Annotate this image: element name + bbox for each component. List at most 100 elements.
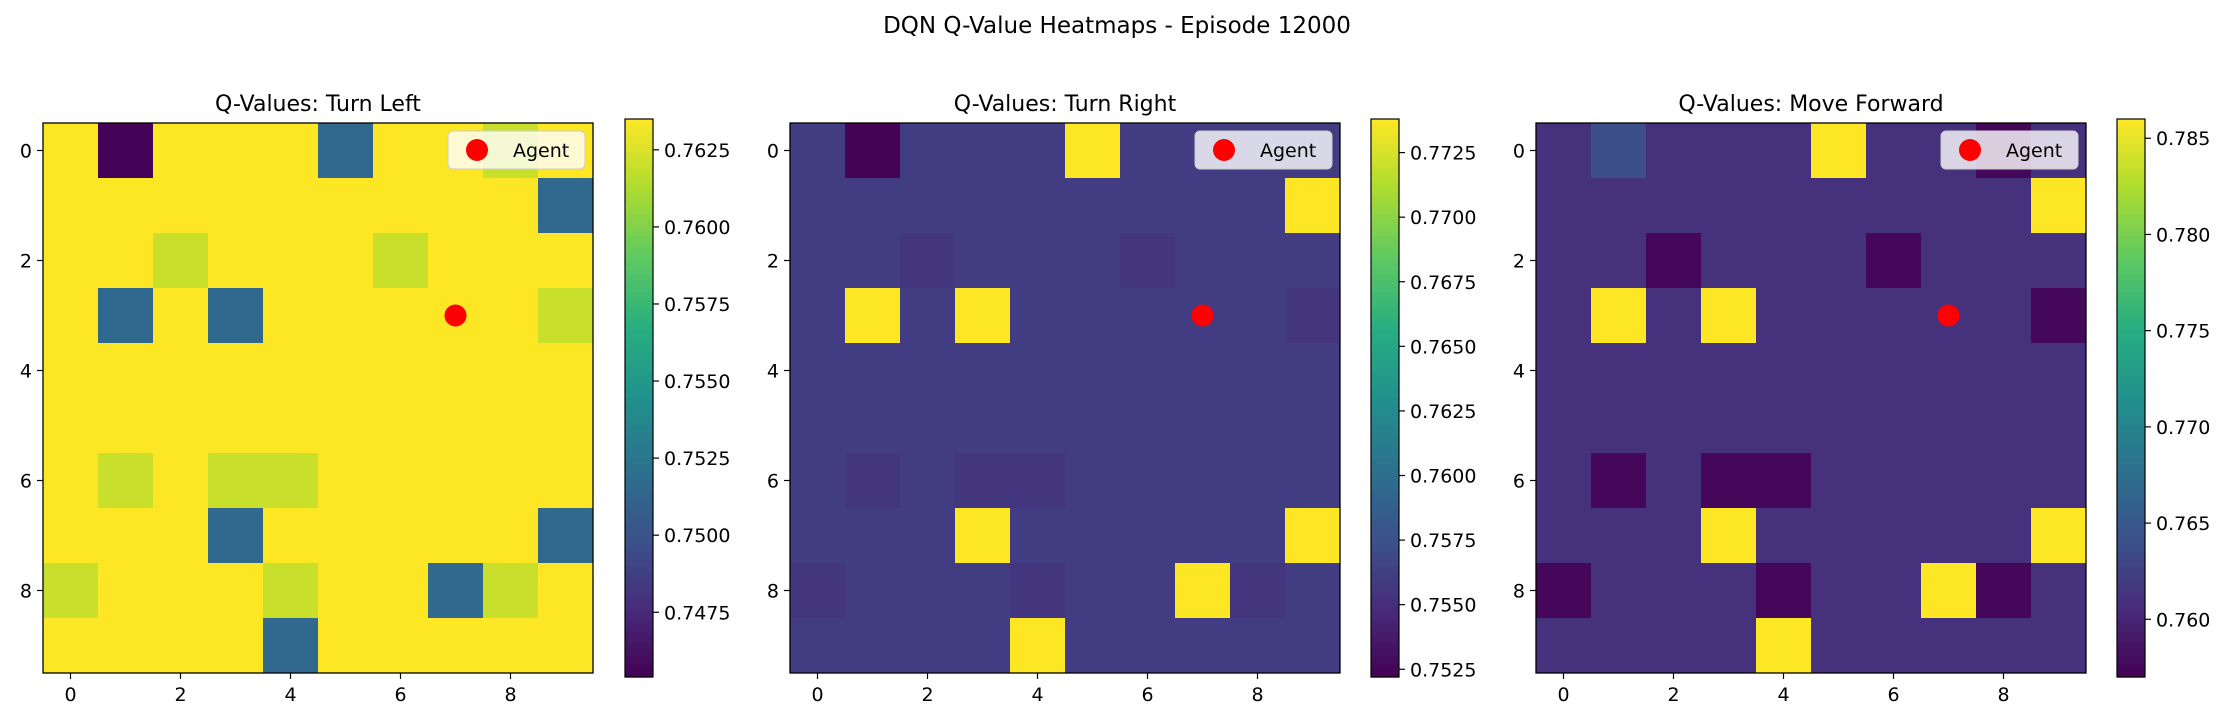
heatmap-cell <box>1285 453 1341 509</box>
heatmap-cell <box>1591 343 1647 399</box>
colorbar-segment <box>1371 280 1399 287</box>
heatmap-cell <box>1120 123 1176 179</box>
colorbar-segment <box>625 124 653 131</box>
colorbar-segment <box>625 213 653 221</box>
heatmap-cell <box>1010 123 1066 179</box>
heatmap-cell <box>263 123 319 179</box>
heatmap-cell <box>1646 123 1702 179</box>
heatmap-cell <box>845 508 901 564</box>
colorbar-segment <box>625 665 653 673</box>
colorbar-tick-label: 0.785 <box>2156 128 2210 150</box>
colorbar-segment <box>2117 197 2145 204</box>
heatmap-cell <box>845 618 901 674</box>
heatmap-cell <box>790 343 846 399</box>
colorbar-segment <box>625 526 653 533</box>
heatmap-cell <box>845 398 901 454</box>
colorbar-segment <box>625 141 653 148</box>
colorbar-segment <box>625 637 653 645</box>
colorbar-segment <box>2117 174 2145 181</box>
heatmap-cell <box>318 343 374 399</box>
colorbar-segment <box>1371 169 1399 176</box>
colorbar-tick-label: 0.780 <box>2156 224 2210 246</box>
colorbar-segment <box>1371 358 1399 366</box>
colorbar-tick-label: 0.7525 <box>664 448 730 470</box>
heatmap-cell <box>98 618 154 674</box>
heatmap-cell <box>208 233 264 289</box>
heatmap-cell <box>43 453 99 509</box>
colorbar-segment <box>1371 570 1399 578</box>
heatmap-cell <box>43 343 99 399</box>
heatmap-cell <box>1065 508 1121 564</box>
colorbar-segment <box>1371 230 1399 237</box>
colorbar-segment <box>625 331 653 338</box>
heatmap-cell <box>1120 233 1176 289</box>
colorbar-segment <box>625 615 653 622</box>
agent-marker <box>1937 304 1960 327</box>
colorbar-segment <box>1371 565 1399 572</box>
colorbar-segment <box>2117 537 2145 544</box>
colorbar-segment <box>1371 325 1399 332</box>
colorbar-tick-label: 0.7625 <box>664 140 730 162</box>
heatmap-cell <box>2031 343 2087 399</box>
colorbar-segment <box>625 275 653 282</box>
colorbar-segment <box>2117 219 2145 226</box>
colorbar-segment <box>2117 543 2145 550</box>
colorbar-segment <box>2117 453 2145 460</box>
x-tick-label: 6 <box>1887 684 1899 706</box>
colorbar-segment <box>2117 515 2145 522</box>
heatmap-cell <box>1230 618 1286 674</box>
heatmap-cell <box>1756 123 1812 179</box>
colorbar-segment <box>625 258 653 265</box>
colorbar-segment <box>625 364 653 371</box>
heatmap-cell <box>318 288 374 344</box>
heatmap-cell <box>153 398 209 454</box>
heatmap-cell <box>373 178 429 234</box>
axes-frame <box>789 122 1341 674</box>
colorbar-segment <box>1371 509 1399 516</box>
colorbar-segment <box>2117 336 2145 343</box>
colorbar-segment <box>2117 241 2145 248</box>
x-tick-label: 0 <box>811 684 823 706</box>
colorbar-segment <box>1371 364 1399 371</box>
colorbar-segment <box>2117 342 2145 349</box>
heatmap-cell <box>1010 343 1066 399</box>
heatmap-cell <box>1866 233 1922 289</box>
colorbar-segment <box>1371 476 1399 483</box>
heatmap-cell <box>208 563 264 619</box>
colorbar-segment <box>2117 576 2145 583</box>
colorbar-tick-label: 0.7475 <box>664 602 730 624</box>
heatmap-cell <box>1646 398 1702 454</box>
heatmap-cell <box>98 233 154 289</box>
colorbar-tick-label: 0.7525 <box>1410 659 1476 681</box>
heatmap-cell <box>208 123 264 179</box>
colorbar-segment <box>1371 587 1399 594</box>
colorbar-segment <box>625 470 653 477</box>
heatmap-cell <box>790 398 846 454</box>
heatmap-cell <box>483 618 539 674</box>
colorbar-segment <box>625 135 653 142</box>
colorbar-segment <box>625 375 653 382</box>
legend-agent-marker <box>466 139 488 161</box>
heatmap-cell <box>1065 178 1121 234</box>
colorbar-segment <box>1371 464 1399 472</box>
heatmap-cell <box>43 233 99 289</box>
heatmap-cell <box>1230 453 1286 509</box>
heatmap-cell <box>1120 453 1176 509</box>
colorbar-segment <box>2117 325 2145 332</box>
colorbar-segment <box>2117 509 2145 516</box>
figure-title: DQN Q-Value Heatmaps - Episode 12000 <box>883 13 1351 39</box>
y-tick-label: 6 <box>20 471 32 493</box>
colorbar-segment <box>625 152 653 159</box>
colorbar-segment <box>2117 230 2145 237</box>
heatmap-cell <box>1646 288 1702 344</box>
colorbar-segment <box>2117 598 2145 606</box>
colorbar-segment <box>1371 632 1399 639</box>
heatmap-cell <box>790 233 846 289</box>
colorbar-segment <box>1371 353 1399 360</box>
heatmap-cell <box>43 288 99 344</box>
heatmap-cell <box>1120 178 1176 234</box>
colorbar-segment <box>625 269 653 276</box>
colorbar-segment <box>2117 559 2145 566</box>
colorbar-segment <box>1371 381 1399 388</box>
heatmap-cell <box>428 178 484 234</box>
